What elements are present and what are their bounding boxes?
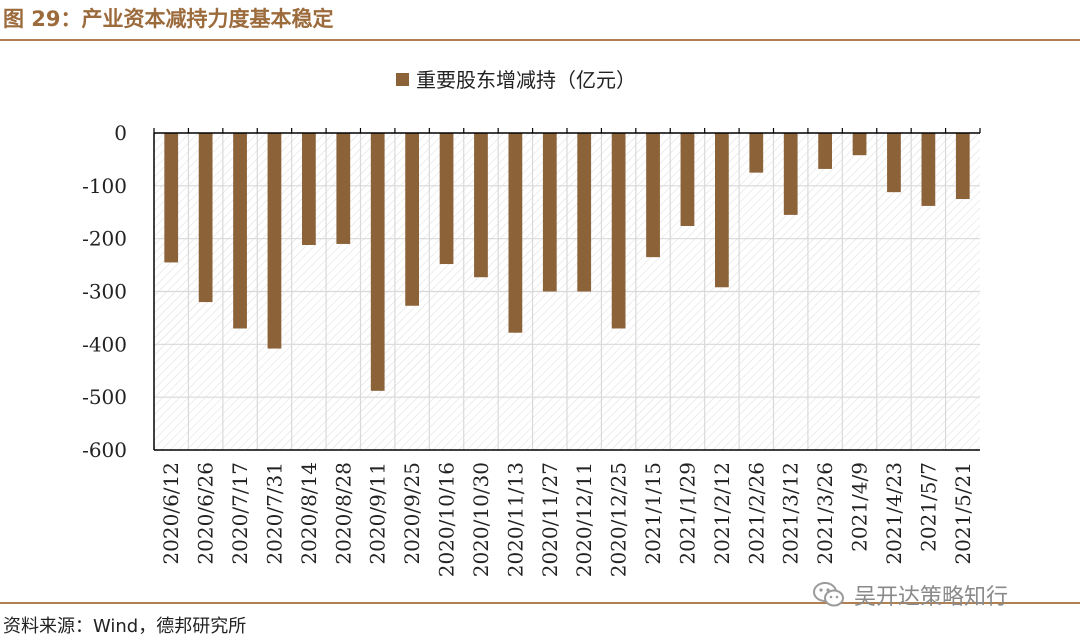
- bar: [955, 133, 970, 200]
- bar: [680, 133, 695, 226]
- bar: [508, 133, 523, 333]
- bar-chart: 0-100-200-300-400-500-600 2020/6/12 2020/…: [82, 68, 981, 577]
- bar: [921, 133, 936, 206]
- y-tick-label: -300: [82, 280, 127, 304]
- y-tick-label: 0: [114, 121, 127, 145]
- y-tick-label: -400: [82, 332, 127, 356]
- y-tick-label: -200: [82, 227, 127, 251]
- bar: [405, 133, 420, 306]
- figure-title: 图 29：产业资本减持力度基本稳定: [3, 7, 334, 31]
- x-tick-label: 2020/10/16: [435, 462, 459, 577]
- x-tick-label: 2021/3/12: [779, 462, 803, 565]
- legend-swatch: [396, 73, 409, 86]
- x-tick-label: 2020/6/12: [159, 462, 183, 565]
- y-tick-label: -500: [82, 385, 127, 409]
- bar: [818, 133, 833, 169]
- x-tick-label: 2020/9/25: [400, 462, 424, 565]
- footer-rule: [0, 602, 1080, 604]
- bar: [852, 133, 867, 156]
- x-tick-label: 2020/8/28: [331, 462, 355, 565]
- wechat-icon: [813, 582, 844, 607]
- bar: [542, 133, 557, 292]
- source-note: 资料来源：Wind，德邦研究所: [3, 616, 247, 637]
- bar: [164, 133, 179, 263]
- x-axis-ticks: 2020/6/12 2020/6/26 2020/7/17 2020/7/31 2020…: [159, 462, 975, 577]
- bar: [233, 133, 247, 329]
- bar: [198, 133, 213, 303]
- bar: [370, 133, 385, 391]
- x-tick-label: 2020/12/11: [572, 462, 596, 577]
- bar: [714, 133, 729, 288]
- bar: [267, 133, 282, 349]
- x-tick-label: 2021/1/15: [641, 462, 665, 565]
- axes: [153, 128, 981, 451]
- bar: [611, 133, 626, 329]
- x-tick-label: 2021/4/23: [882, 462, 906, 565]
- bar: [646, 133, 660, 258]
- legend: 重要股东增减持（亿元）: [396, 68, 636, 92]
- watermark: 吴开达策略知行: [812, 575, 1008, 615]
- gridlines: [154, 133, 980, 450]
- x-tick-label: 2020/12/25: [607, 462, 631, 577]
- x-tick-label: 2020/11/27: [538, 462, 562, 577]
- x-tick-label: 2020/11/13: [503, 462, 527, 577]
- x-tick-label: 2020/7/31: [263, 462, 287, 565]
- bar: [577, 133, 592, 292]
- x-tick-label: 2021/5/7: [916, 462, 940, 552]
- x-tick-label: 2020/7/17: [228, 462, 252, 565]
- x-tick-label: 2020/10/30: [469, 462, 493, 577]
- x-tick-label: 2021/4/9: [848, 462, 872, 552]
- x-tick-label: 2021/2/12: [710, 462, 734, 565]
- bar: [301, 133, 316, 246]
- legend-label: 重要股东增减持（亿元）: [416, 68, 636, 92]
- x-tick-label: 2020/8/14: [297, 462, 321, 565]
- x-tick-label: 2021/5/21: [951, 462, 975, 565]
- x-tick-label: 2021/2/26: [744, 462, 768, 565]
- bar-series: [164, 133, 970, 391]
- bar: [887, 133, 901, 193]
- y-tick-label: -600: [82, 438, 127, 462]
- bar: [749, 133, 764, 173]
- watermark-text: 吴开达策略知行: [854, 585, 1009, 610]
- y-tick-label: -100: [82, 174, 127, 198]
- header-rule: [0, 39, 1080, 41]
- bar: [439, 133, 454, 265]
- bar: [474, 133, 488, 278]
- y-axis-ticks: 0 -100 -200 -300 -400 -500 -600: [82, 121, 127, 462]
- x-tick-label: 2021/3/26: [813, 462, 837, 565]
- x-tick-label: 2020/9/11: [366, 462, 390, 565]
- bar: [783, 133, 798, 215]
- x-tick-label: 2020/6/26: [194, 462, 218, 565]
- x-tick-label: 2021/1/29: [676, 462, 700, 565]
- bar: [336, 133, 351, 244]
